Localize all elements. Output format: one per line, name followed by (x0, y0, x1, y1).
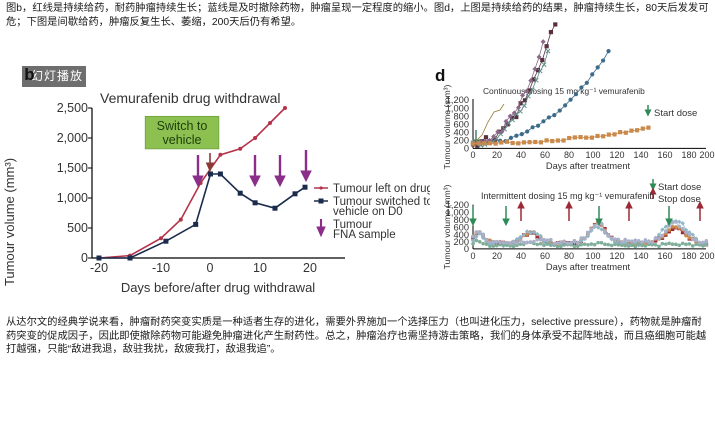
svg-text:Tumour volume (mm³): Tumour volume (mm³) (442, 185, 452, 270)
svg-text:Continuous dosing 15 mg kg⁻¹ v: Continuous dosing 15 mg kg⁻¹ vemurafenib (483, 86, 645, 96)
svg-text:Start dose: Start dose (654, 108, 697, 119)
svg-text:40: 40 (516, 251, 526, 261)
svg-text:0: 0 (470, 251, 475, 261)
svg-text:140: 140 (633, 150, 648, 160)
svg-text:Intermittent dosing 15 mg kg⁻¹: Intermittent dosing 15 mg kg⁻¹ vemurafen… (481, 191, 654, 201)
svg-text:20: 20 (492, 251, 502, 261)
svg-text:200: 200 (699, 150, 714, 160)
svg-text:Days after treatment: Days after treatment (546, 262, 631, 272)
svg-text:80: 80 (564, 251, 574, 261)
svg-text:0: 0 (464, 244, 469, 254)
svg-text:160: 160 (657, 150, 672, 160)
svg-text:120: 120 (609, 251, 624, 261)
svg-text:80: 80 (564, 150, 574, 160)
svg-text:Tumour volume (mm³): Tumour volume (mm³) (442, 85, 452, 170)
svg-text:180: 180 (681, 251, 696, 261)
svg-text:60: 60 (540, 251, 550, 261)
svg-text:40: 40 (516, 150, 526, 160)
svg-text:180: 180 (681, 150, 696, 160)
svg-text:160: 160 (657, 251, 672, 261)
svg-text:Stop dose: Stop dose (658, 194, 701, 205)
svg-text:0: 0 (470, 150, 475, 160)
svg-text:20: 20 (492, 150, 502, 160)
svg-text:Days after treatment: Days after treatment (546, 161, 631, 171)
svg-text:100: 100 (585, 251, 600, 261)
svg-text:120: 120 (609, 150, 624, 160)
svg-text:100: 100 (585, 150, 600, 160)
svg-text:0: 0 (464, 144, 469, 154)
svg-text:200: 200 (699, 251, 714, 261)
svg-text:Start dose: Start dose (658, 182, 701, 193)
svg-text:140: 140 (633, 251, 648, 261)
svg-text:60: 60 (540, 150, 550, 160)
